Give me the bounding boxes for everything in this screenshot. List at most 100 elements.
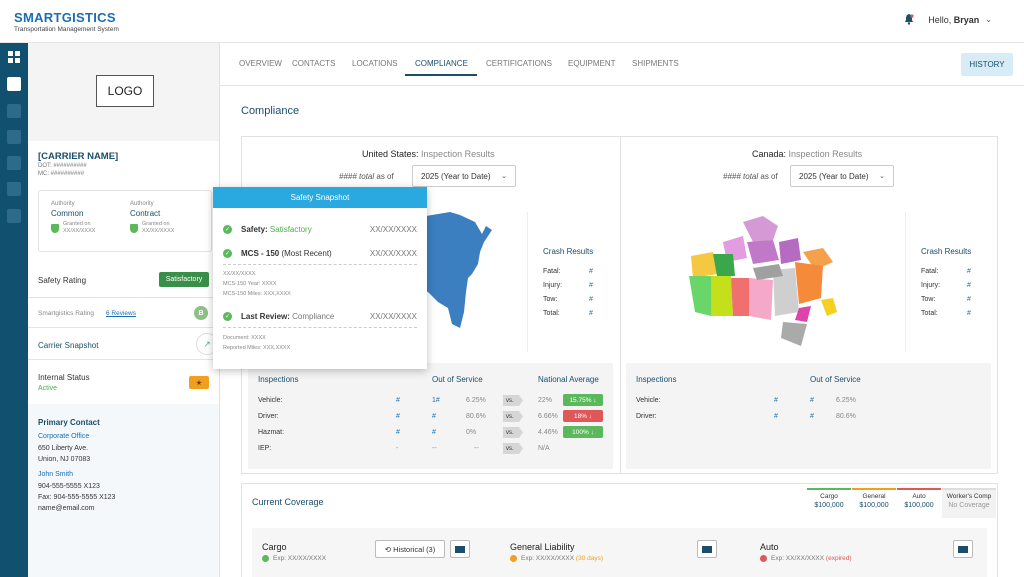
- coverage-items: Cargo Exp: XX/XX/XXXX ⟲ Historical (3) G…: [252, 528, 987, 577]
- safety-snapshot-popup: Safety Snapshot ✓ Safety: Satisfactory X…: [213, 187, 427, 369]
- safety-rating-label: Safety Rating: [38, 276, 87, 285]
- authority-value: Common: [51, 209, 84, 218]
- authority-value: Contract: [130, 209, 161, 218]
- chevron-down-icon[interactable]: ⌄: [985, 15, 992, 24]
- dot-number: DOT: ##########: [38, 163, 87, 169]
- coverage-title: Current Coverage: [252, 497, 324, 507]
- canada-period-select[interactable]: 2025 (Year to Date) ⌄: [790, 165, 894, 187]
- check-icon: ✓: [223, 249, 232, 258]
- tab-certifications[interactable]: Certifications: [486, 59, 552, 68]
- trend-pill: 18% ↓: [563, 410, 603, 422]
- address-line: Union, NJ 07083: [38, 456, 91, 463]
- shield-icon: [130, 223, 138, 233]
- coverage-summary-workers-comp: Worker's Comp No Coverage: [942, 488, 996, 518]
- brand-name: SMARTGISTICS: [14, 10, 116, 25]
- carrier-panel: LOGO [CARRIER NAME] DOT: ########## MC: …: [28, 43, 220, 577]
- canada-title: Canada: Inspection Results: [752, 149, 863, 159]
- primary-contact-title: Primary Contact: [38, 418, 100, 427]
- tab-locations[interactable]: Locations: [352, 59, 398, 68]
- nav-icon[interactable]: [7, 156, 21, 170]
- rating-grade-badge: B: [194, 306, 208, 320]
- tab-contacts[interactable]: Contacts: [292, 59, 336, 68]
- us-inspection-table: Inspections Out of Service National Aver…: [248, 363, 613, 469]
- primary-contact-section: Primary Contact Corporate Office 650 Lib…: [28, 404, 219, 577]
- carrier-name: [CARRIER NAME]: [38, 151, 119, 162]
- tab-overview[interactable]: Overview: [239, 59, 282, 68]
- us-title: United States: Inspection Results: [362, 149, 495, 159]
- shield-icon: [51, 223, 59, 233]
- tab-compliance[interactable]: Compliance: [415, 59, 468, 68]
- tab-shipments[interactable]: Shipments: [632, 59, 679, 68]
- top-header: SMARTGISTICS Transportation Management S…: [0, 0, 1024, 43]
- reviews-link[interactable]: 6 Reviews: [106, 310, 136, 317]
- star-icon[interactable]: ★: [189, 376, 209, 389]
- canada-inspection-table: Inspections Out of Service Vehicle: # # …: [626, 363, 991, 469]
- current-coverage-card: Current Coverage Cargo $100,000 General $1…: [241, 483, 998, 577]
- authority-label: Authority: [130, 201, 154, 207]
- mcs-row: ✓ MCS - 150 (Most Recent): [223, 249, 332, 258]
- historical-button[interactable]: ⟲ Historical (3): [375, 540, 445, 558]
- nav-icon[interactable]: [7, 182, 21, 196]
- carrier-snapshot-link[interactable]: Carrier Snapshot: [38, 341, 99, 350]
- last-review-row: ✓ Last Review: Compliance: [223, 312, 335, 321]
- bell-icon[interactable]: [904, 14, 914, 25]
- coverage-summary-auto: Auto $100,000: [897, 488, 941, 509]
- carrier-logo: LOGO: [96, 75, 154, 107]
- coverage-summary-cargo: Cargo $100,000: [807, 488, 851, 509]
- user-area: Hello, Bryan ⌄: [904, 14, 992, 25]
- nav-icon[interactable]: [7, 130, 21, 144]
- brand-subtitle: Transportation Management System: [14, 26, 119, 33]
- tab-equipment[interactable]: Equipment: [568, 59, 616, 68]
- nav-icon[interactable]: [7, 209, 21, 223]
- status-dot: [510, 555, 517, 562]
- brand-logo[interactable]: SMARTGISTICS Transportation Management S…: [14, 10, 119, 33]
- tab-bar: Overview Contacts Locations Compliance C…: [220, 43, 1024, 86]
- us-map: [420, 212, 492, 328]
- contact-phone: 904-555-5555 X123: [38, 483, 100, 490]
- chevron-down-icon: ⌄: [879, 173, 885, 180]
- safety-row: ✓ Safety: Satisfactory: [223, 225, 312, 234]
- us-total: #### total as of: [339, 172, 394, 181]
- smartgistics-rating-label: Smartgistics Rating: [38, 310, 94, 317]
- trend-pill: 100% ↓: [563, 426, 603, 438]
- coverage-item-cargo: Cargo Exp: XX/XX/XXXX: [262, 542, 327, 562]
- nav-icon[interactable]: [7, 104, 21, 118]
- document-icon[interactable]: [450, 540, 470, 558]
- us-period-select[interactable]: 2025 (Year to Date) ⌄: [412, 165, 516, 187]
- authority-common: Authority Common Granted on XX/XX/XXXX: [51, 201, 96, 234]
- authority-label: Authority: [51, 201, 75, 207]
- coverage-item-auto: Auto Exp: XX/XX/XXXX (expired): [760, 542, 852, 562]
- internal-status-label: Internal Status: [38, 373, 90, 382]
- icon-rail: [0, 43, 28, 577]
- page-title: Compliance: [241, 105, 300, 117]
- address-line: 650 Liberty Ave.: [38, 445, 89, 452]
- history-button[interactable]: HISTORY: [961, 53, 1013, 76]
- status-dot: [760, 555, 767, 562]
- document-icon[interactable]: [697, 540, 717, 558]
- coverage-summary-general: General $100,000: [852, 488, 896, 509]
- carrier-banner: LOGO: [28, 43, 219, 141]
- contact-name-link[interactable]: John Smith: [38, 471, 74, 478]
- coverage-item-general-liability: General Liability Exp: XX/XX/XXXX (30 da…: [510, 542, 604, 562]
- internal-status-value: Active: [38, 385, 58, 392]
- check-icon: ✓: [223, 312, 232, 321]
- canada-crash-results-title: Crash Results: [921, 247, 972, 256]
- document-icon[interactable]: [953, 540, 973, 558]
- check-icon: ✓: [223, 225, 232, 234]
- us-crash-results-title: Crash Results: [543, 247, 594, 256]
- authority-box: Authority Common Granted on XX/XX/XXXX Au…: [38, 190, 212, 252]
- safety-rating-button[interactable]: Satisfactory: [159, 272, 209, 287]
- mc-number: MC: ##########: [38, 171, 85, 177]
- contact-email[interactable]: name@email.com: [38, 505, 95, 512]
- office-link[interactable]: Corporate Office: [38, 433, 90, 440]
- chevron-down-icon: ⌄: [501, 173, 507, 180]
- carriers-nav-icon[interactable]: [7, 77, 21, 91]
- popup-title: Safety Snapshot: [213, 187, 427, 208]
- history-icon: ⟲: [384, 544, 394, 554]
- canada-total: #### total as of: [723, 172, 778, 181]
- authority-contract: Authority Contract Granted on XX/XX/XXXX: [130, 201, 175, 234]
- dashboard-grid-icon[interactable]: [8, 51, 20, 63]
- user-greeting[interactable]: Hello, Bryan: [928, 14, 980, 25]
- contact-fax: Fax: 904-555-5555 X123: [38, 494, 116, 501]
- active-tab-indicator: [405, 74, 477, 76]
